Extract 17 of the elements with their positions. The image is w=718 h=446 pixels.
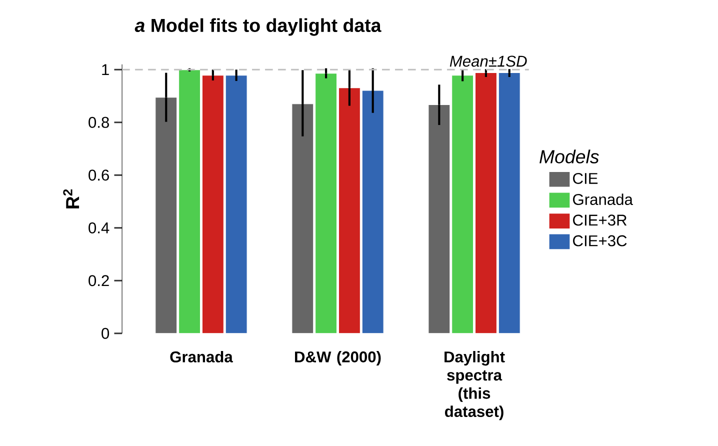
x-tick-label: D&W (2000) (295, 350, 381, 366)
x-tick-label: Granada (170, 350, 233, 362)
x-tick-label: Daylight spectra (this dataset) (444, 350, 505, 420)
y-tick-label: 0.6 (88, 169, 109, 180)
y-tick-label: 0.8 (88, 116, 109, 128)
legend-label: CIE+3R (573, 214, 627, 226)
y-axis-title: R$^{2}$ (63, 189, 80, 208)
y-tick-label: 0.2 (88, 274, 109, 286)
annotation: Mean±1SD (450, 55, 527, 66)
chart-title: a Model fits to daylight data (134, 18, 382, 36)
legend-label: CIE (573, 172, 598, 184)
legend-title: Models (540, 149, 599, 164)
legend-label: Granada (573, 193, 633, 205)
y-tick-label: 1 (102, 64, 109, 75)
y-tick-label: 0 (102, 328, 110, 339)
legend-label: CIE+3C (573, 235, 627, 246)
y-tick-label: 0.4 (88, 222, 110, 234)
